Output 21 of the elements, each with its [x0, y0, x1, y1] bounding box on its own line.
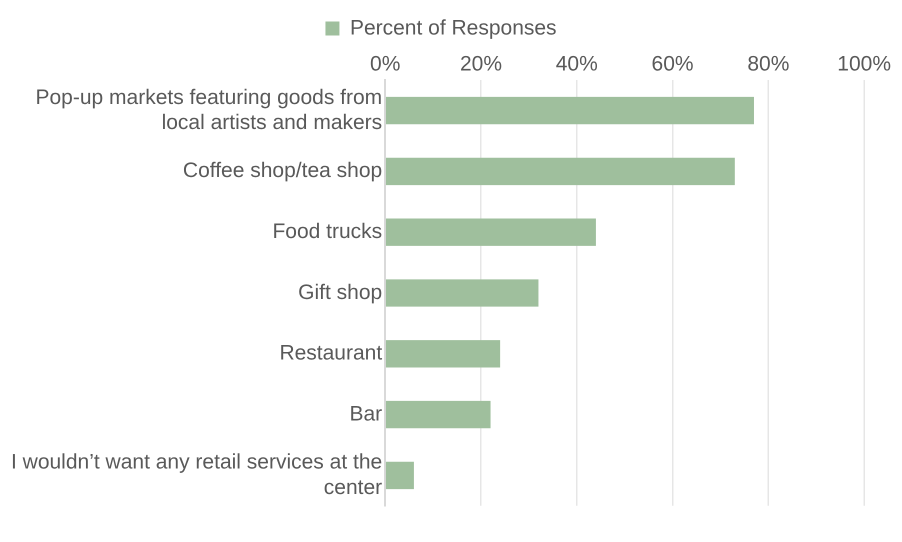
x-tick-label: 100% — [837, 52, 892, 76]
y-tick-label: Food trucks — [272, 220, 382, 243]
bar — [386, 400, 491, 428]
y-tick-label: Gift shop — [298, 280, 382, 304]
y-tick-label: Restaurant — [279, 342, 382, 365]
x-tick-label: 60% — [652, 52, 694, 76]
x-tick-label: 20% — [460, 52, 502, 76]
bar — [386, 158, 735, 186]
x-tick-label: 40% — [556, 52, 598, 76]
bar — [386, 279, 538, 307]
y-tick-label: Pop-up markets featuring goods from local artists and makers — [35, 86, 382, 134]
bar — [386, 340, 500, 368]
y-tick-label: Coffee shop/tea shop — [182, 159, 382, 182]
bar — [386, 218, 596, 246]
x-tick-label: 0% — [370, 52, 400, 76]
y-tick-label: I wouldn’t want any retail services at the center — [10, 450, 382, 499]
legend-label: Percent of Responses — [350, 16, 557, 40]
bar — [386, 462, 414, 490]
bar — [386, 96, 754, 124]
y-tick-label: Bar — [349, 402, 382, 426]
x-tick-label: 80% — [747, 52, 790, 76]
